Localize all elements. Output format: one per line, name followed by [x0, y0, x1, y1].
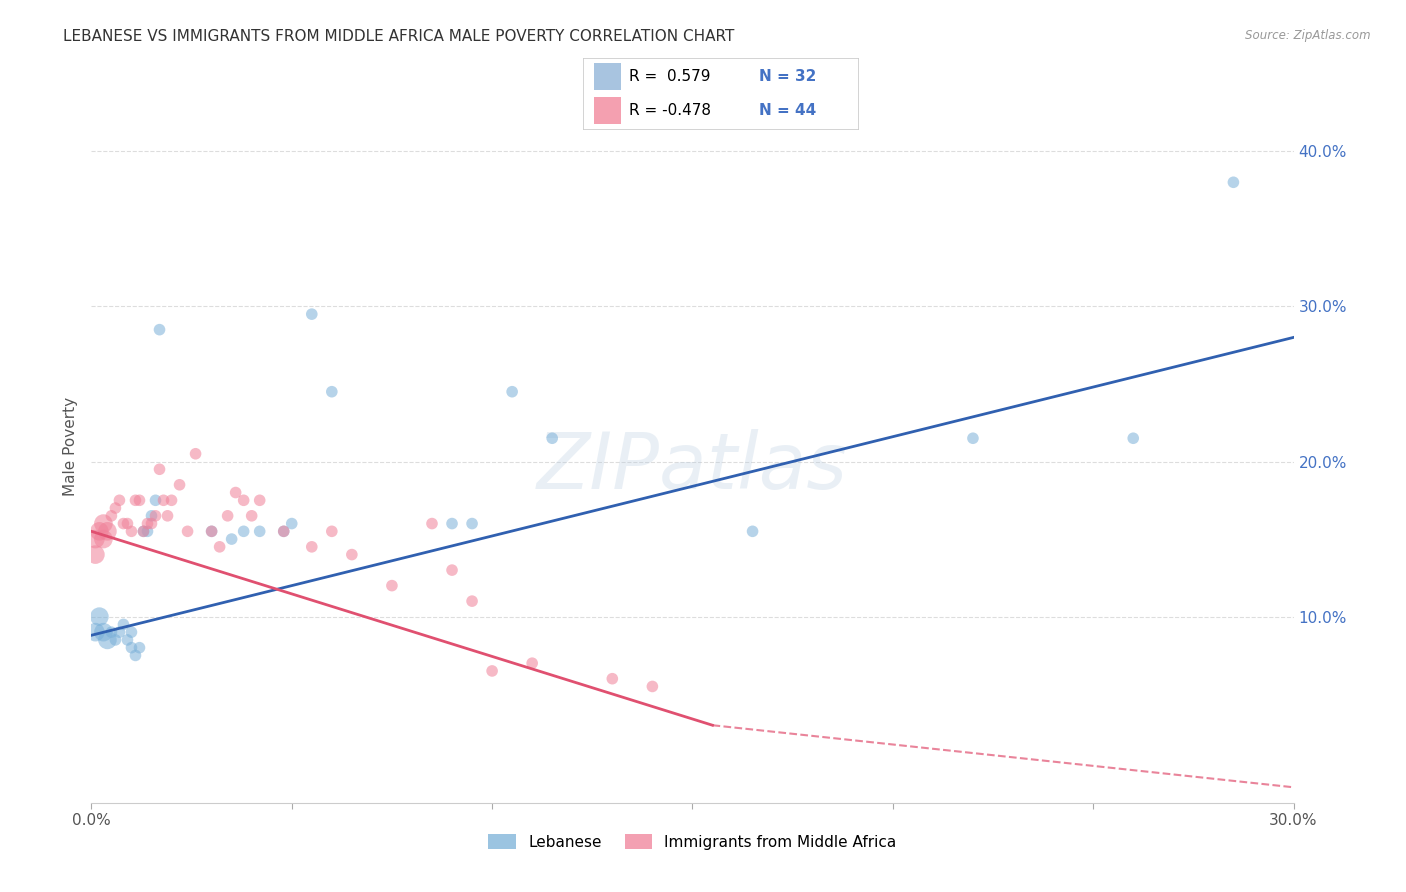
Point	[225, 485, 247, 500]
Point	[381, 579, 404, 593]
Point	[232, 524, 254, 539]
Point	[84, 532, 107, 546]
Point	[141, 516, 163, 531]
Point	[108, 493, 131, 508]
Point	[84, 548, 107, 562]
Point	[141, 508, 163, 523]
Y-axis label: Male Poverty: Male Poverty	[62, 396, 77, 496]
Point	[124, 493, 146, 508]
Text: R = -0.478: R = -0.478	[628, 103, 710, 118]
Point	[273, 524, 295, 539]
Point	[273, 524, 295, 539]
Point	[136, 516, 159, 531]
Point	[104, 501, 127, 516]
Point	[281, 516, 304, 531]
Point	[602, 672, 624, 686]
Point	[136, 524, 159, 539]
Point	[100, 625, 122, 640]
Point	[145, 493, 167, 508]
Point	[132, 524, 155, 539]
Point	[208, 540, 231, 554]
Point	[124, 648, 146, 663]
Point	[201, 524, 224, 539]
Point	[249, 524, 271, 539]
Point	[440, 516, 463, 531]
Point	[1122, 431, 1144, 445]
Point	[340, 548, 363, 562]
Point	[481, 664, 503, 678]
Point	[93, 532, 115, 546]
Point	[461, 594, 484, 608]
Text: Source: ZipAtlas.com: Source: ZipAtlas.com	[1246, 29, 1371, 42]
Point	[217, 508, 239, 523]
Bar	[595, 63, 620, 90]
Point	[117, 632, 139, 647]
Point	[152, 493, 174, 508]
Point	[741, 524, 763, 539]
Point	[301, 307, 323, 321]
Legend: Lebanese, Immigrants from Middle Africa: Lebanese, Immigrants from Middle Africa	[482, 828, 903, 855]
Point	[148, 323, 170, 337]
Point	[321, 384, 343, 399]
Point	[145, 508, 167, 523]
Point	[501, 384, 523, 399]
Point	[89, 524, 111, 539]
Point	[108, 625, 131, 640]
Point	[249, 493, 271, 508]
Point	[440, 563, 463, 577]
Point	[121, 640, 143, 655]
Point	[232, 493, 254, 508]
Text: LEBANESE VS IMMIGRANTS FROM MIDDLE AFRICA MALE POVERTY CORRELATION CHART: LEBANESE VS IMMIGRANTS FROM MIDDLE AFRIC…	[63, 29, 735, 44]
Point	[461, 516, 484, 531]
Point	[96, 632, 118, 647]
Text: R =  0.579: R = 0.579	[628, 69, 710, 84]
Point	[184, 447, 207, 461]
Point	[522, 656, 544, 670]
Point	[176, 524, 198, 539]
Point	[160, 493, 183, 508]
Point	[321, 524, 343, 539]
Point	[84, 625, 107, 640]
Bar	[595, 96, 620, 124]
Point	[112, 516, 135, 531]
Point	[112, 617, 135, 632]
Point	[96, 524, 118, 539]
Point	[1222, 175, 1244, 189]
Point	[201, 524, 224, 539]
Point	[962, 431, 984, 445]
Text: ZIPatlas: ZIPatlas	[537, 429, 848, 506]
Point	[221, 532, 243, 546]
Point	[541, 431, 564, 445]
Point	[104, 632, 127, 647]
Point	[121, 625, 143, 640]
Point	[93, 625, 115, 640]
Point	[121, 524, 143, 539]
Point	[156, 508, 179, 523]
Point	[301, 540, 323, 554]
Point	[641, 680, 664, 694]
Point	[132, 524, 155, 539]
Point	[89, 609, 111, 624]
Point	[169, 477, 191, 491]
Point	[148, 462, 170, 476]
Text: N = 44: N = 44	[759, 103, 817, 118]
Point	[128, 640, 150, 655]
Point	[93, 516, 115, 531]
Point	[420, 516, 443, 531]
Point	[117, 516, 139, 531]
Text: N = 32: N = 32	[759, 69, 817, 84]
Point	[240, 508, 263, 523]
Point	[100, 508, 122, 523]
Point	[128, 493, 150, 508]
